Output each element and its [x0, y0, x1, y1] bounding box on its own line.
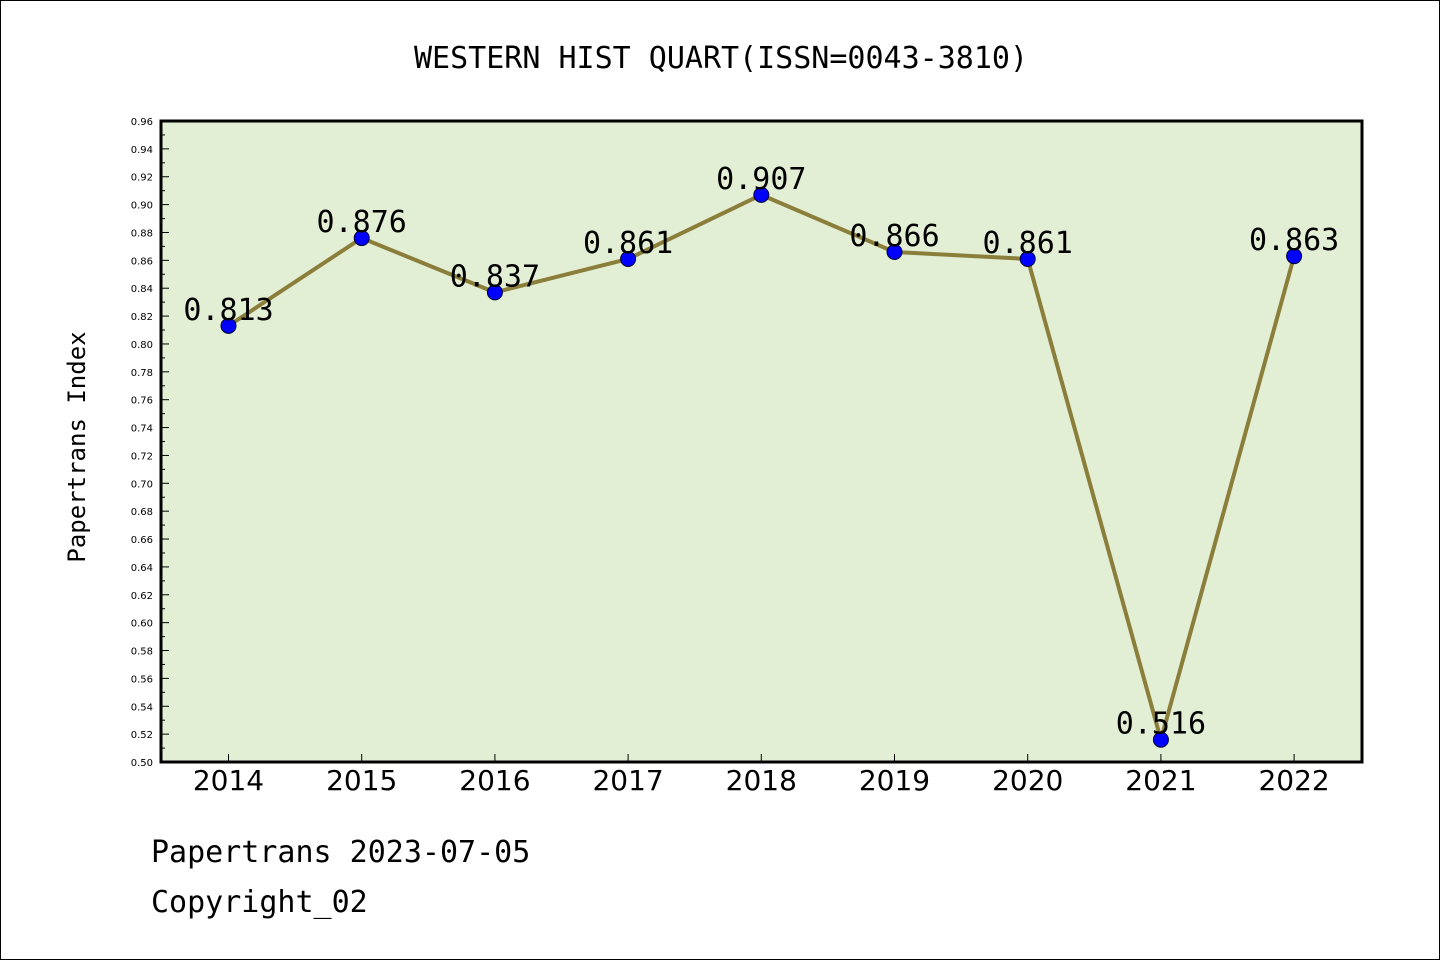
x-axis: 2014 2015 2016 2017 2018 2019 2020 2021 2022	[193, 754, 1330, 797]
y-tick-label: 0.70	[131, 479, 153, 490]
y-tick-label: 0.54	[131, 702, 153, 713]
data-point	[353, 230, 370, 247]
y-axis: 0.50 0.52 0.54 0.56 0.58 0.60 0.62 0.64 0.66 0.68…	[131, 117, 169, 769]
footer-date: Papertrans 2023-07-05	[151, 835, 531, 870]
y-tick-label: 0.88	[131, 228, 153, 239]
y-tick-label: 0.96	[131, 117, 153, 128]
x-tick-label: 2018	[726, 764, 797, 797]
y-tick-label: 0.92	[131, 173, 153, 184]
y-tick-label: 0.76	[131, 396, 153, 407]
y-tick-label: 0.66	[131, 535, 153, 546]
y-tick-label: 0.82	[131, 312, 153, 323]
data-point	[1152, 731, 1169, 748]
data-label: 0.861	[583, 226, 673, 261]
y-tick-label: 0.72	[131, 451, 153, 462]
data-label: 0.813	[183, 293, 273, 328]
y-tick-label: 0.86	[131, 256, 153, 267]
data-label: 0.907	[716, 162, 806, 197]
y-axis-label: Papertrans Index	[63, 331, 91, 562]
y-tick-label: 0.68	[131, 507, 153, 518]
data-label: 0.861	[983, 226, 1073, 261]
y-tick-label: 0.80	[131, 340, 153, 351]
data-label: 0.837	[450, 259, 540, 294]
y-tick-label: 0.62	[131, 591, 153, 602]
plot-area	[159, 119, 1364, 764]
data-label: 0.866	[849, 219, 939, 254]
data-point	[753, 186, 770, 203]
data-points	[220, 186, 1303, 748]
x-tick-label: 2020	[992, 764, 1063, 797]
footer-copyright: Copyright_02	[151, 885, 368, 920]
y-tick-label: 0.50	[131, 758, 153, 769]
x-tick-label: 2015	[326, 764, 397, 797]
data-label: 0.516	[1116, 707, 1206, 742]
x-tick-label: 2014	[193, 764, 264, 797]
data-label: 0.876	[317, 205, 407, 240]
y-tick-label: 0.78	[131, 368, 153, 379]
y-tick-label: 0.60	[131, 619, 153, 630]
y-tick-label: 0.90	[131, 201, 153, 212]
y-tick-label: 0.84	[131, 284, 153, 295]
data-point	[1286, 248, 1303, 265]
y-tick-label: 0.56	[131, 674, 153, 685]
chart-title: WESTERN HIST QUART(ISSN=0043-3810)	[414, 41, 1028, 76]
data-point	[486, 284, 503, 301]
x-tick-label: 2017	[592, 764, 663, 797]
x-tick-label: 2016	[459, 764, 530, 797]
x-tick-label: 2021	[1125, 764, 1196, 797]
y-tick-label: 0.52	[131, 730, 153, 741]
y-tick-label: 0.74	[131, 424, 153, 435]
data-point	[220, 317, 237, 334]
y-tick-label: 0.58	[131, 647, 153, 658]
data-label: 0.863	[1249, 223, 1339, 258]
data-point	[1019, 250, 1036, 267]
x-tick-label: 2019	[859, 764, 930, 797]
y-tick-label: 0.64	[131, 563, 153, 574]
data-point	[886, 243, 903, 260]
y-tick-label: 0.94	[131, 145, 153, 156]
data-point	[620, 250, 637, 267]
x-tick-label: 2022	[1258, 764, 1329, 797]
data-labels: 0.813 0.876 0.837 0.861 0.907 0.866 0.861 0.516…	[183, 162, 1339, 742]
